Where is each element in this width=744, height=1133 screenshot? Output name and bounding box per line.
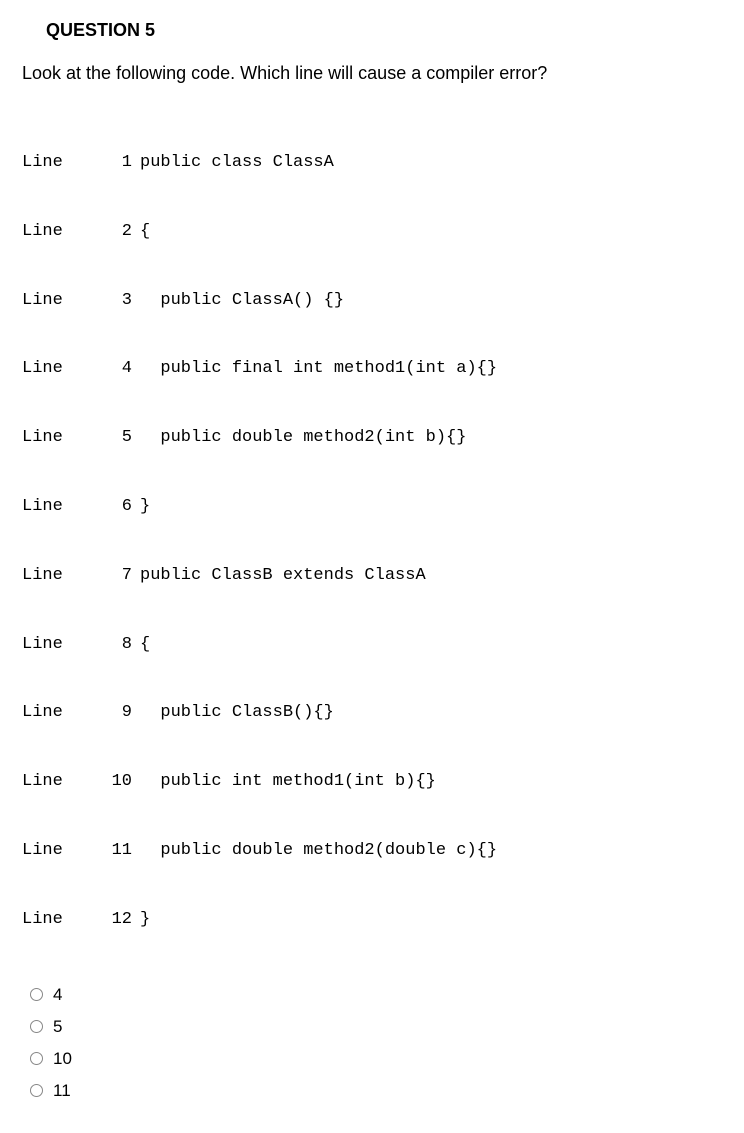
code-line: Line9 public ClassB(){} bbox=[22, 702, 722, 725]
line-label: Line bbox=[22, 840, 104, 863]
radio-icon[interactable] bbox=[30, 1020, 43, 1033]
answer-label: 11 bbox=[53, 1081, 71, 1101]
line-label: Line bbox=[22, 702, 104, 725]
answer-label: 10 bbox=[53, 1049, 72, 1069]
line-number: 10 bbox=[104, 771, 140, 794]
line-code: public int method1(int b){} bbox=[140, 771, 722, 794]
radio-icon[interactable] bbox=[30, 1084, 43, 1097]
code-line: Line1public class ClassA bbox=[22, 152, 722, 175]
code-line: Line7public ClassB extends ClassA bbox=[22, 565, 722, 588]
line-label: Line bbox=[22, 909, 104, 932]
code-line: Line11 public double method2(double c){} bbox=[22, 840, 722, 863]
line-label: Line bbox=[22, 427, 104, 450]
line-code: public double method2(int b){} bbox=[140, 427, 722, 450]
code-line: Line8{ bbox=[22, 634, 722, 657]
line-label: Line bbox=[22, 152, 104, 175]
radio-icon[interactable] bbox=[30, 1052, 43, 1065]
line-code: public ClassB(){} bbox=[140, 702, 722, 725]
line-number: 9 bbox=[104, 702, 140, 725]
line-number: 7 bbox=[104, 565, 140, 588]
line-number: 8 bbox=[104, 634, 140, 657]
line-code: public double method2(double c){} bbox=[140, 840, 722, 863]
answer-option[interactable]: 11 bbox=[30, 1081, 722, 1101]
radio-icon[interactable] bbox=[30, 988, 43, 1001]
line-code: public final int method1(int a){} bbox=[140, 358, 722, 381]
code-line: Line10 public int method1(int b){} bbox=[22, 771, 722, 794]
code-line: Line3 public ClassA() {} bbox=[22, 290, 722, 313]
line-number: 3 bbox=[104, 290, 140, 313]
answer-option[interactable]: 4 bbox=[30, 985, 722, 1005]
question-prompt: Look at the following code. Which line w… bbox=[22, 63, 722, 84]
line-number: 5 bbox=[104, 427, 140, 450]
line-code: public ClassB extends ClassA bbox=[140, 565, 722, 588]
line-code: { bbox=[140, 634, 722, 657]
line-label: Line bbox=[22, 496, 104, 519]
line-number: 6 bbox=[104, 496, 140, 519]
line-code: { bbox=[140, 221, 722, 244]
line-code: } bbox=[140, 496, 722, 519]
answer-option[interactable]: 5 bbox=[30, 1017, 722, 1037]
line-label: Line bbox=[22, 634, 104, 657]
line-number: 11 bbox=[104, 840, 140, 863]
line-label: Line bbox=[22, 221, 104, 244]
code-line: Line6} bbox=[22, 496, 722, 519]
line-label: Line bbox=[22, 771, 104, 794]
line-code: public class ClassA bbox=[140, 152, 722, 175]
code-line: Line4 public final int method1(int a){} bbox=[22, 358, 722, 381]
answer-option[interactable]: 10 bbox=[30, 1049, 722, 1069]
line-number: 2 bbox=[104, 221, 140, 244]
answer-label: 5 bbox=[53, 1017, 62, 1037]
line-code: } bbox=[140, 909, 722, 932]
line-number: 1 bbox=[104, 152, 140, 175]
line-label: Line bbox=[22, 290, 104, 313]
question-title: QUESTION 5 bbox=[22, 20, 722, 41]
code-line: Line5 public double method2(int b){} bbox=[22, 427, 722, 450]
code-line: Line2{ bbox=[22, 221, 722, 244]
line-label: Line bbox=[22, 358, 104, 381]
answer-label: 4 bbox=[53, 985, 62, 1005]
line-label: Line bbox=[22, 565, 104, 588]
line-number: 12 bbox=[104, 909, 140, 932]
line-number: 4 bbox=[104, 358, 140, 381]
code-line: Line12} bbox=[22, 909, 722, 932]
answer-options: 4 5 10 11 bbox=[22, 985, 722, 1101]
code-block: Line1public class ClassA Line2{ Line3 pu… bbox=[22, 106, 722, 955]
line-code: public ClassA() {} bbox=[140, 290, 722, 313]
